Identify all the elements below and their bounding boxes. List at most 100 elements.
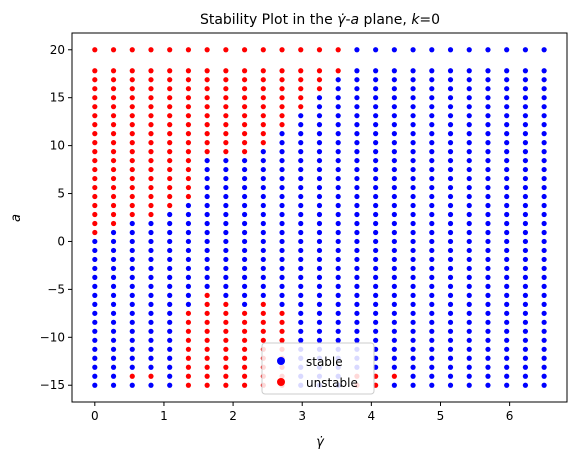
stable-point [223, 274, 229, 280]
axis-ticks: 0 1 2 3 4 5 6 −15 −10 −5 0 5 10 15 20 [40, 43, 514, 423]
stable-point [241, 247, 248, 254]
stable-point [447, 292, 454, 298]
unstable-point [185, 364, 192, 370]
stable-point [447, 166, 454, 173]
stable-point [373, 149, 379, 155]
stable-point [485, 256, 491, 263]
stable-point [391, 364, 397, 370]
unstable-point [316, 68, 323, 74]
stable-point [373, 220, 379, 227]
stable-point [485, 355, 491, 361]
stable-point [466, 220, 472, 227]
unstable-point [204, 86, 210, 92]
stable-point [241, 220, 248, 227]
unstable-point [92, 68, 98, 74]
stable-point [316, 202, 323, 209]
stable-point [241, 157, 248, 164]
stable-point [148, 364, 154, 370]
stable-point [410, 265, 416, 272]
stable-point [485, 68, 491, 74]
stable-point [279, 256, 285, 263]
stable-point [504, 274, 510, 280]
stable-point [447, 175, 454, 182]
stable-point [298, 274, 304, 280]
stable-point [298, 310, 304, 316]
stable-point [466, 113, 472, 119]
unstable-point [110, 86, 117, 92]
stable-point [466, 77, 472, 83]
stable-point [335, 149, 341, 155]
stable-point [410, 274, 416, 280]
stable-point [279, 301, 285, 307]
unstable-point [298, 95, 304, 101]
stable-point [316, 337, 323, 343]
y-tick-label: 0 [57, 234, 65, 248]
stable-point [429, 319, 435, 325]
stable-point [223, 283, 229, 289]
stable-point [92, 256, 98, 263]
stable-point [391, 140, 397, 146]
stable-point [429, 113, 435, 119]
stable-point [541, 382, 547, 388]
stable-point [148, 247, 154, 254]
stable-point [429, 131, 435, 137]
stable-point [335, 274, 341, 280]
stable-point [260, 256, 266, 263]
unstable-point [129, 193, 135, 200]
stable-point [373, 301, 379, 307]
stable-point [316, 292, 323, 298]
stable-point [391, 47, 397, 53]
stable-point [504, 140, 510, 146]
unstable-point [279, 77, 285, 83]
stable-point [391, 184, 397, 191]
stable-point [410, 382, 416, 388]
stable-point [447, 256, 454, 263]
unstable-point [148, 157, 154, 164]
stable-point [447, 346, 454, 352]
stable-point [410, 319, 416, 325]
unstable-point [185, 184, 192, 191]
unstable-point [148, 113, 154, 119]
stable-point [260, 229, 266, 236]
stable-point [335, 184, 341, 191]
unstable-point [92, 229, 98, 236]
unstable-point [129, 175, 135, 182]
stable-point [373, 113, 379, 119]
unstable-point [185, 382, 192, 388]
stable-point [279, 265, 285, 272]
stable-point [410, 328, 416, 334]
stable-point [223, 193, 229, 200]
stable-point [485, 382, 491, 388]
stable-point [466, 166, 472, 173]
stable-point [260, 193, 266, 200]
stable-point [110, 373, 117, 379]
unstable-point [167, 95, 173, 101]
stable-point [110, 301, 117, 307]
stable-point [522, 47, 529, 53]
unstable-point [260, 319, 266, 325]
stable-point [485, 292, 491, 298]
stable-point [391, 122, 397, 128]
unstable-point [298, 86, 304, 92]
stable-point [279, 131, 285, 137]
stable-point [148, 265, 154, 272]
stable-point [485, 104, 491, 110]
stable-point [335, 77, 341, 83]
stable-point [522, 149, 529, 155]
stable-point [354, 274, 360, 280]
stable-point [447, 140, 454, 146]
stable-point [541, 175, 547, 182]
stable-point [185, 220, 192, 227]
unstable-point [204, 140, 210, 146]
stable-point [391, 382, 397, 388]
stable-point [167, 274, 173, 280]
stable-point [298, 202, 304, 209]
stable-point [522, 157, 529, 164]
unstable-point [92, 95, 98, 101]
stable-point [185, 202, 192, 209]
stable-point [522, 364, 529, 370]
stable-point [298, 238, 304, 245]
stable-point [185, 247, 192, 254]
stable-point [466, 229, 472, 236]
unstable-point [110, 166, 117, 173]
